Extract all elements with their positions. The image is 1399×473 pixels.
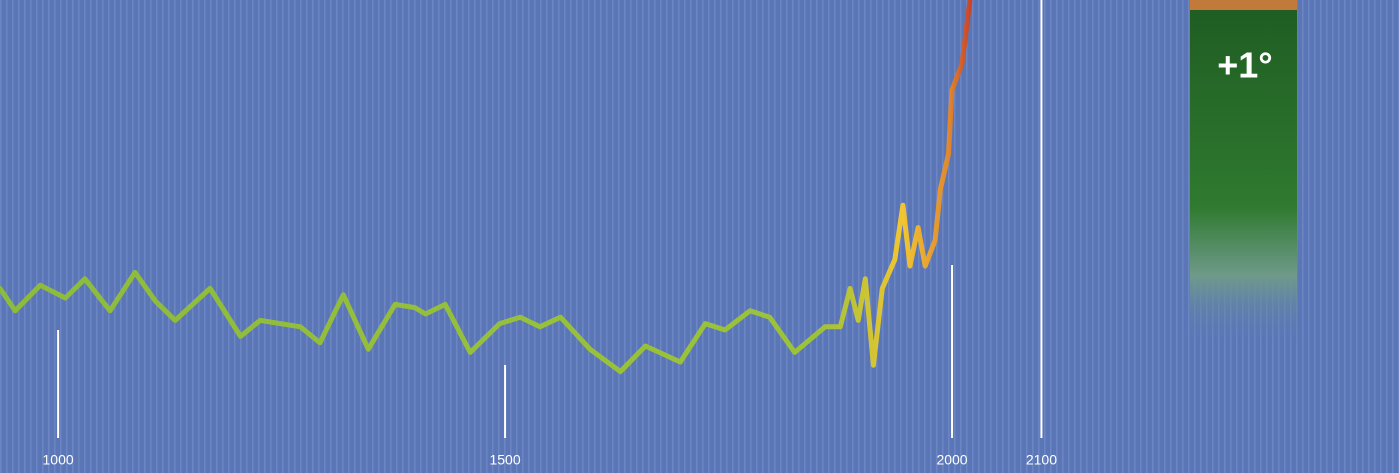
x-tick-label: 2000 bbox=[936, 452, 967, 468]
annotation-label: +1° bbox=[1217, 45, 1272, 86]
data-line bbox=[0, 0, 973, 375]
image-panel bbox=[1190, 0, 1297, 345]
x-tick-label: 1500 bbox=[489, 452, 520, 468]
x-tick-label: 1000 bbox=[43, 452, 74, 468]
image-panel-top bbox=[1190, 0, 1297, 10]
x-tick-label: 2100 bbox=[1026, 452, 1057, 468]
